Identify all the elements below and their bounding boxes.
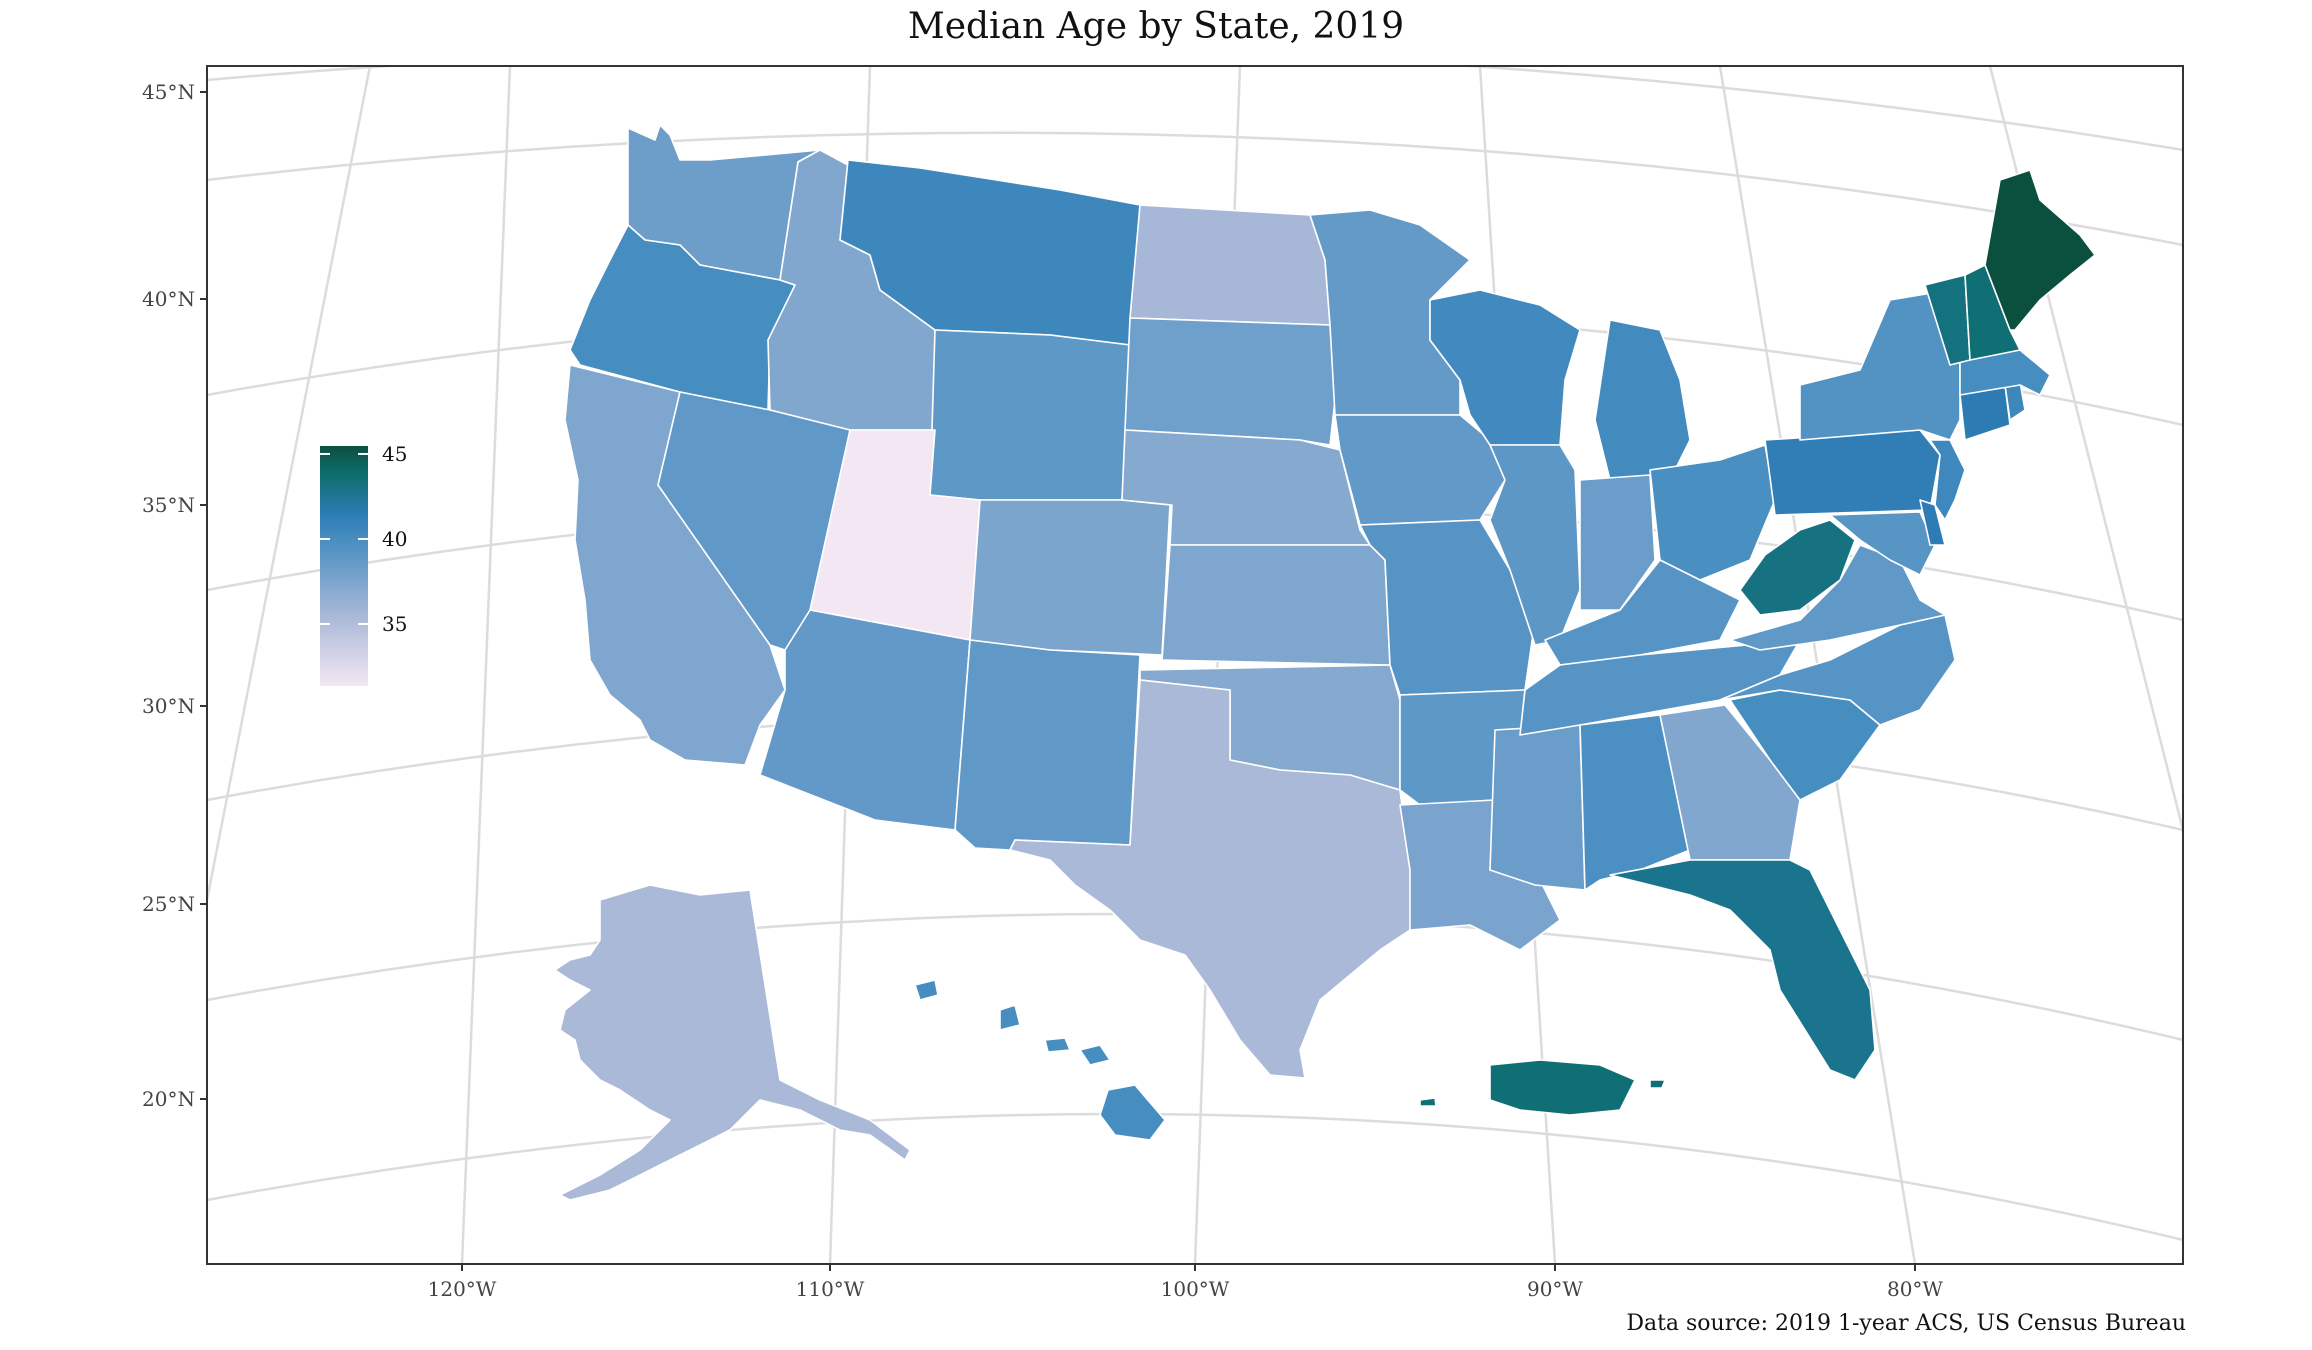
lon-label: 120°W [428,1277,497,1301]
state-KS [1161,544,1391,666]
graticule [207,66,2183,1264]
state-MS [1489,724,1586,891]
state-PR [1419,1059,1666,1116]
state-WV [1739,519,1856,616]
state-AK [554,884,911,1201]
state-DE [1919,499,1946,546]
legend: 45 40 35 [320,442,407,686]
lon-label: 100°W [1161,1277,1230,1301]
state-MD [1829,511,1936,576]
legend-colorbar [320,446,368,686]
lat-label: 40°N [142,287,195,311]
state-WY [929,329,1131,501]
state-VA [1729,544,1946,651]
states-layer [554,124,2096,1201]
lat-label: 30°N [142,694,195,718]
latitude-axis: 45°N 40°N 35°N 30°N 25°N 20°N [142,80,195,1111]
state-IN [1579,474,1656,611]
meridian-120 [460,66,512,1264]
map-title: Median Age by State, 2019 [907,6,1405,47]
state-SD [1124,317,1336,446]
lon-label: 80°W [1887,1277,1943,1301]
state-FL [1609,859,1876,1081]
lat-label: 35°N [142,493,195,517]
meridian-125 [207,66,372,901]
parallel-15 [207,1112,2183,1242]
lat-label: 20°N [142,1087,195,1111]
state-ME [1984,169,2096,331]
legend-label: 40 [382,527,407,551]
lon-label: 90°W [1527,1277,1583,1301]
lat-label: 25°N [142,892,195,916]
data-source-caption: Data source: 2019 1-year ACS, US Census … [1626,1311,2186,1336]
state-PA [1764,429,1941,516]
latitude-ticks [200,91,207,1100]
longitude-ticks [461,1264,1916,1271]
lon-label: 110°W [796,1277,865,1301]
state-TX [1009,679,1426,1079]
parallel-45 [207,66,2183,152]
state-MI [1594,319,1691,481]
state-NJ [1929,439,1966,521]
state-IA [1334,414,1506,526]
longitude-axis: 120°W 110°W 100°W 90°W 80°W [428,1277,1944,1301]
state-HI [914,979,1166,1141]
state-NH [1964,264,2021,361]
legend-label: 35 [382,612,407,636]
legend-label: 45 [382,442,407,466]
state-NM [954,639,1141,851]
state-CO [969,499,1171,656]
state-ND [1129,204,1331,326]
legend-ticks [320,453,368,625]
lat-label: 45°N [142,80,195,104]
parallel-40 [207,131,2183,247]
state-NC [1719,614,1956,726]
